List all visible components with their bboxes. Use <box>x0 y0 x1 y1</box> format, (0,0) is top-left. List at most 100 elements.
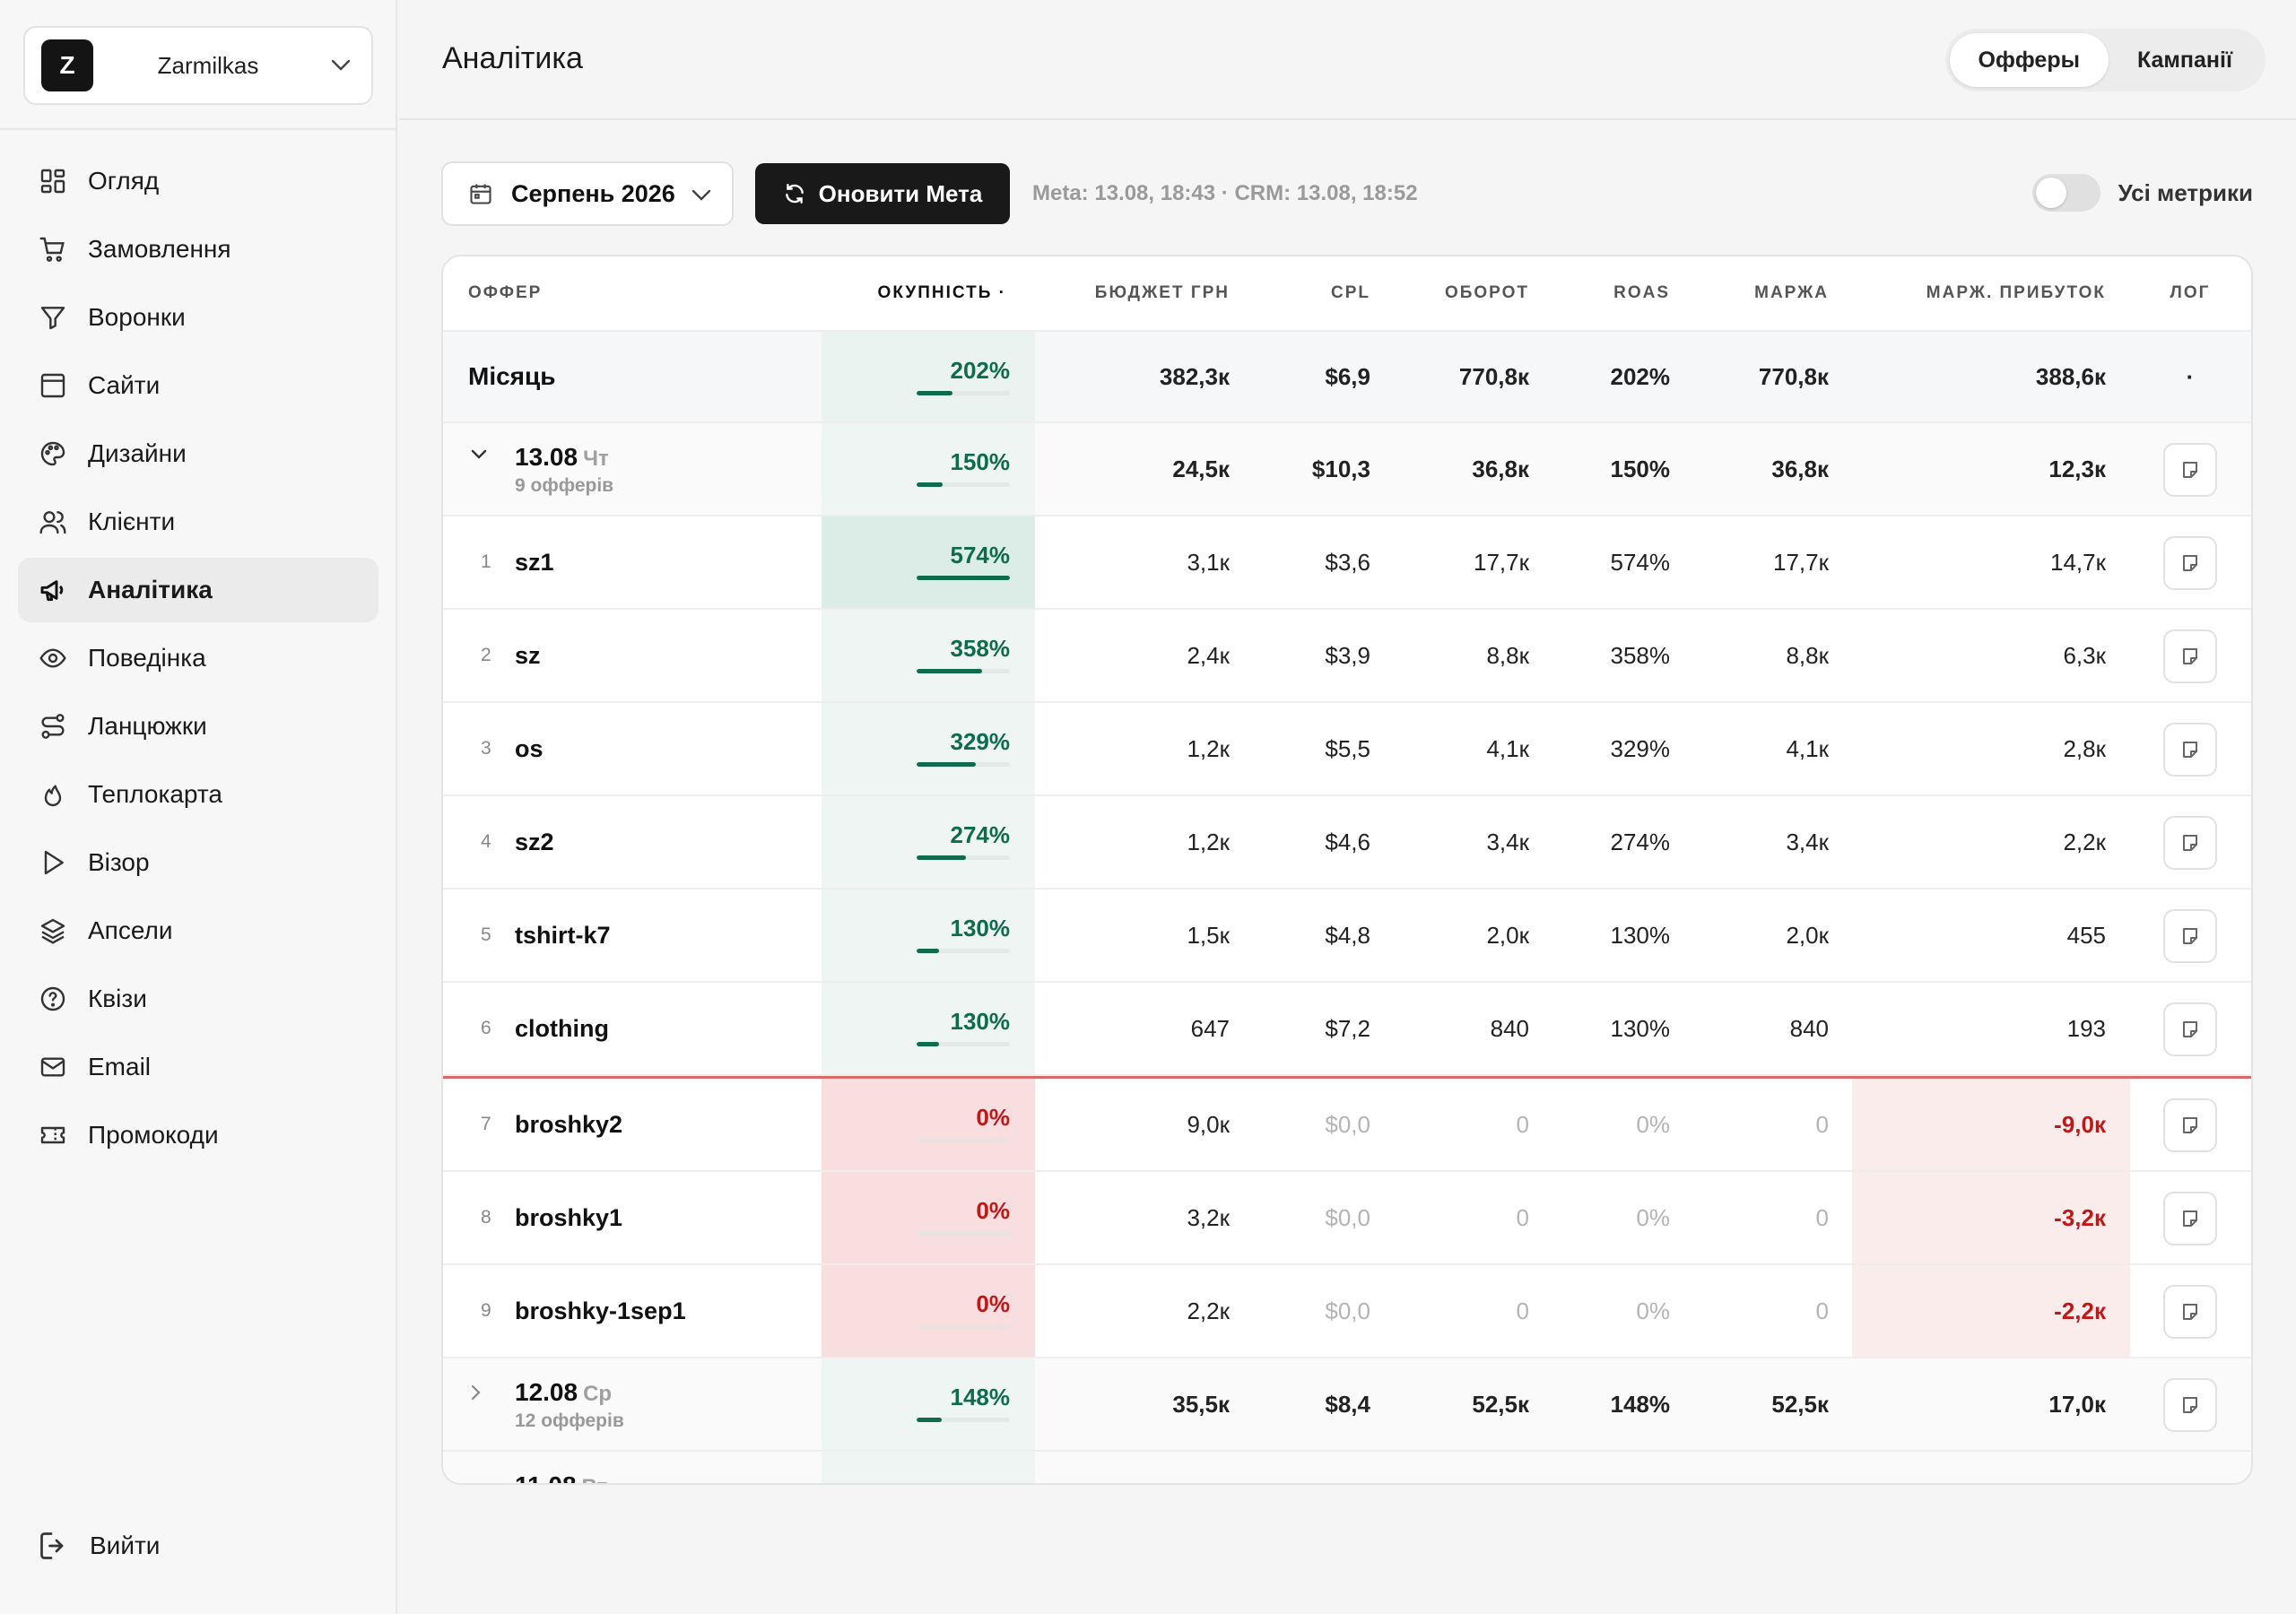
roi-value: 202% <box>902 332 1010 421</box>
day-row-13-08[interactable]: 150% 13.08 Чт 9 офферів 24,5к $10,3 36,8к 150% 3… <box>443 423 2251 516</box>
sidebar-item-designs[interactable]: Дизайни <box>18 421 378 486</box>
col-header-roas[interactable]: ROAS <box>1613 283 1670 302</box>
sidebar-item-orders[interactable]: Замовлення <box>18 217 378 282</box>
note-icon <box>2179 925 2201 947</box>
budget-value: 9,0к <box>1187 1110 1230 1138</box>
table-row[interactable]: 0% 8 broshky1 3,2к $0,0 0 0% 0 -3,2к <box>443 1172 2251 1265</box>
margin-value: 17,7к <box>1773 548 1829 576</box>
month-picker-button[interactable]: Серпень 2026 <box>441 161 734 226</box>
workspace-switcher[interactable]: Z Zarmilkas <box>23 26 373 105</box>
log-note-button[interactable] <box>2163 1285 2217 1339</box>
log-note-button[interactable] <box>2163 1002 2217 1056</box>
layers-icon <box>38 915 68 946</box>
note-icon <box>2179 1394 2201 1416</box>
chevron-down-icon[interactable] <box>470 448 488 465</box>
sidebar-item-overview[interactable]: Огляд <box>18 149 378 213</box>
col-header-cpl[interactable]: CPL <box>1331 283 1370 302</box>
budget-value: 24,5к <box>1172 455 1230 482</box>
flame-icon <box>38 779 68 810</box>
col-header-turnover[interactable]: ОБОРОТ <box>1444 283 1529 302</box>
log-note-button[interactable] <box>2163 1192 2217 1245</box>
log-note-button[interactable] <box>2163 443 2217 497</box>
day-row-12-08[interactable]: 148% 12.08 Ср 12 офферів 35,5к $8,4 52,5к 148% 5… <box>443 1358 2251 1452</box>
sidebar-item-funnels[interactable]: Воронки <box>18 285 378 350</box>
roi-cell: 202% <box>822 332 1035 421</box>
loss-divider <box>443 1076 2251 1079</box>
sidebar-item-quizzes[interactable]: Квізи <box>18 967 378 1031</box>
sidebar-item-email[interactable]: Email <box>18 1035 378 1099</box>
day-date: 13.08 <box>515 443 578 471</box>
col-header-roi[interactable]: ОКУПНІСТЬ · <box>877 283 1006 302</box>
log-note-button[interactable] <box>2163 909 2217 963</box>
day-date: 11.08 <box>515 1471 577 1483</box>
sidebar-item-label: Промокоди <box>88 1121 219 1149</box>
tab-campaigns[interactable]: Кампанії <box>2136 47 2232 73</box>
table-row[interactable]: 329% 3 os 1,2к $5,5 4,1к 329% 4,1к 2,8к <box>443 703 2251 796</box>
note-icon <box>2179 1208 2201 1229</box>
table-header-row: ОФФЕР ОКУПНІСТЬ · БЮДЖЕТ ГРН CPL ОБОРОТ … <box>443 256 2251 332</box>
roi-percent: 329% <box>950 728 1011 755</box>
col-header-log[interactable]: ЛОГ <box>2170 283 2211 302</box>
table-row[interactable]: 0% 9 broshky-1sep1 2,2к $0,0 0 0% 0 -2,2к <box>443 1265 2251 1358</box>
sidebar-item-promocodes[interactable]: Промокоди <box>18 1103 378 1167</box>
table-row[interactable]: 130% 5 tshirt-k7 1,5к $4,8 2,0к 130% 2,0к 455 <box>443 889 2251 983</box>
browser-icon <box>38 370 68 401</box>
roi-percent: 150% <box>950 448 1011 475</box>
log-note-button[interactable] <box>2163 536 2217 590</box>
chevron-down-icon <box>691 180 711 208</box>
log-note-button[interactable] <box>2163 1098 2217 1152</box>
sidebar-item-viewer[interactable]: Візор <box>18 830 378 895</box>
table-row[interactable]: 0% 7 broshky2 9,0к $0,0 0 0% 0 -9,0к <box>443 1079 2251 1172</box>
note-icon <box>2179 1301 2201 1323</box>
analytics-table: ОФФЕР ОКУПНІСТЬ · БЮДЖЕТ ГРН CPL ОБОРОТ … <box>441 255 2253 1485</box>
profit-value: 2,2к <box>2063 828 2106 855</box>
table-row[interactable]: 130% 6 clothing 647 $7,2 840 130% 840 193 <box>443 983 2251 1076</box>
all-metrics-toggle[interactable] <box>2031 174 2100 212</box>
sidebar-item-upsells[interactable]: Апсели <box>18 898 378 963</box>
sidebar-item-analytics[interactable]: Аналітика <box>18 558 378 622</box>
table-row[interactable]: 274% 4 sz2 1,2к $4,6 3,4к 274% 3,4к 2,2к <box>443 796 2251 889</box>
turnover-value: 840 <box>1490 1014 1529 1042</box>
log-note-button[interactable] <box>2163 816 2217 870</box>
day-row-11-08[interactable]: 11.08 Вт <box>443 1452 2251 1483</box>
table-row[interactable]: 574% 1 sz1 3,1к $3,6 17,7к 574% 17,7к 14,7к <box>443 516 2251 610</box>
route-icon <box>38 711 68 742</box>
col-header-budget[interactable]: БЮДЖЕТ ГРН <box>1094 283 1230 302</box>
table-row[interactable]: 358% 2 sz 2,4к $3,9 8,8к 358% 8,8к 6,3к <box>443 610 2251 703</box>
col-header-profit[interactable]: МАРЖ. ПРИБУТОК <box>1926 283 2106 302</box>
col-header-margin[interactable]: МАРЖА <box>1754 283 1829 302</box>
sync-status-text: Meta: 13.08, 18:43 · CRM: 13.08, 18:52 <box>1032 181 1418 205</box>
note-icon <box>2179 1019 2201 1040</box>
question-icon <box>38 984 68 1014</box>
profit-loss-highlight <box>1852 1079 2130 1170</box>
log-note-button[interactable] <box>2163 629 2217 683</box>
col-header-offer[interactable]: ОФФЕР <box>468 283 543 302</box>
sidebar-item-sites[interactable]: Сайти <box>18 353 378 418</box>
note-icon <box>2179 459 2201 481</box>
log-note-button[interactable] <box>2163 1378 2217 1432</box>
day-offer-count: 12 офферів <box>515 1410 624 1431</box>
roi-value: 329% <box>902 703 1010 794</box>
sidebar-item-behavior[interactable]: Поведінка <box>18 626 378 690</box>
roi-value: 148% <box>902 1358 1010 1450</box>
sidebar-item-heatmap[interactable]: Теплокарта <box>18 762 378 827</box>
cpl-value: $4,8 <box>1325 921 1370 949</box>
log-note-button[interactable] <box>2163 723 2217 777</box>
chevron-right-icon[interactable] <box>470 1384 483 1406</box>
logout-button[interactable]: Вийти <box>38 1530 160 1562</box>
sidebar-item-clients[interactable]: Клієнти <box>18 490 378 554</box>
roi-cell: 150% <box>822 423 1035 515</box>
roi-cell: 0% <box>822 1265 1035 1357</box>
grid-icon <box>38 166 68 196</box>
month-label: Серпень 2026 <box>511 179 675 207</box>
cpl-value: $0,0 <box>1325 1297 1370 1324</box>
profit-value: 455 <box>2066 921 2106 949</box>
roi-percent: 0% <box>976 1104 1010 1131</box>
roas-value: 358% <box>1610 641 1671 669</box>
offer-name: sz2 <box>515 828 554 855</box>
roas-value: 0% <box>1636 1110 1670 1138</box>
sidebar-item-chains[interactable]: Ланцюжки <box>18 694 378 759</box>
refresh-meta-button[interactable]: Оновити Мета <box>755 163 1010 224</box>
tab-offers[interactable]: Офферы <box>1949 33 2109 87</box>
row-index: 4 <box>481 831 491 852</box>
